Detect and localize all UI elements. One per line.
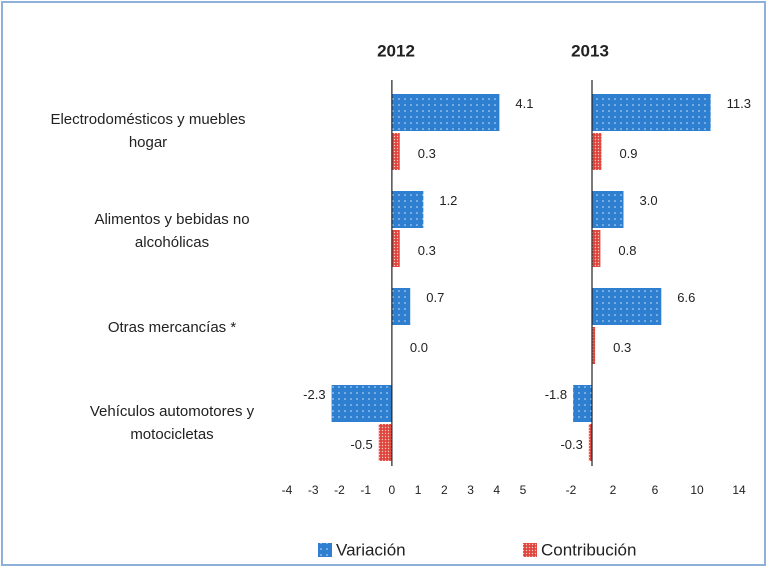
x-tick-label: 14 (732, 483, 746, 497)
x-tick-label: 2 (441, 483, 448, 497)
value-label: 0.9 (619, 146, 637, 161)
x-tick-label: 0 (389, 483, 396, 497)
value-label: 11.3 (727, 96, 751, 111)
category-label: Alimentos y bebidas no (94, 211, 249, 228)
category-label: Electrodomésticos y muebles (50, 111, 245, 128)
value-label: -1.8 (545, 387, 567, 402)
bar (592, 288, 662, 325)
x-tick-label: 3 (467, 483, 474, 497)
bar (592, 327, 596, 364)
category-label: motocicletas (130, 426, 213, 443)
bar (331, 385, 392, 422)
x-tick-label: -4 (282, 483, 293, 497)
x-tick-label: 6 (652, 483, 659, 497)
x-tick-label: -3 (308, 483, 319, 497)
bar (592, 133, 602, 170)
x-tick-label: 2 (610, 483, 617, 497)
x-tick-label: -1 (360, 483, 371, 497)
x-tick-label: 5 (520, 483, 527, 497)
x-tick-label: 10 (690, 483, 704, 497)
panel-title: 2012 (377, 41, 415, 60)
bar (588, 424, 592, 461)
x-tick-label: 1 (415, 483, 422, 497)
x-tick-label: 4 (493, 483, 500, 497)
value-label: 0.8 (618, 243, 636, 258)
value-label: 6.6 (677, 290, 695, 305)
x-tick-label: -2 (566, 483, 577, 497)
legend-label: Contribución (541, 540, 636, 559)
value-label: 4.1 (515, 96, 533, 111)
category-label: hogar (129, 134, 167, 151)
bar (391, 230, 400, 267)
bar (391, 94, 500, 131)
value-label: -2.3 (303, 387, 325, 402)
bar (592, 191, 624, 228)
legend-swatch (523, 543, 537, 557)
bar (391, 288, 411, 325)
value-label: -0.5 (350, 437, 372, 452)
category-label: Otras mercancías * (108, 319, 237, 336)
value-label: 1.2 (439, 193, 457, 208)
bar (592, 230, 601, 267)
bar (378, 424, 392, 461)
panel-title: 2013 (571, 41, 609, 60)
legend-label: Variación (336, 540, 406, 559)
bar (573, 385, 592, 422)
bar (391, 133, 400, 170)
category-label: alcohólicas (135, 234, 209, 251)
x-tick-label: -2 (334, 483, 345, 497)
value-label: 0.3 (418, 243, 436, 258)
value-label: -0.3 (560, 437, 582, 452)
value-label: 3.0 (640, 193, 658, 208)
value-label: 0.3 (613, 340, 631, 355)
bar (391, 191, 424, 228)
legend-swatch (318, 543, 332, 557)
value-label: 0.0 (410, 340, 428, 355)
value-label: 0.7 (426, 290, 444, 305)
category-label: Vehículos automotores y (90, 403, 255, 420)
value-label: 0.3 (418, 146, 436, 161)
bar (592, 94, 711, 131)
